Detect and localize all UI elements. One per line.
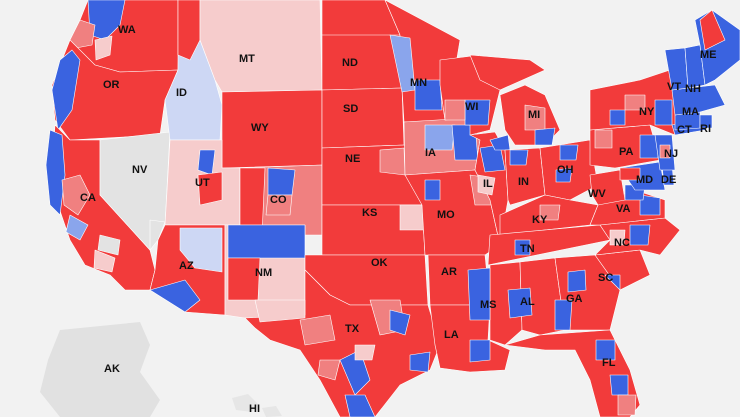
state-oh[interactable]	[539, 139, 599, 201]
label-de: DE	[661, 174, 676, 186]
label-ks: KS	[362, 207, 377, 219]
label-nj: NJ	[664, 148, 678, 160]
state-nd[interactable]	[321, 0, 403, 91]
state-nc[interactable]	[594, 217, 681, 256]
label-in: IN	[518, 176, 529, 188]
state-wv[interactable]	[589, 169, 626, 206]
label-tn: TN	[520, 243, 535, 255]
state-wa[interactable]	[69, 0, 181, 73]
state-or[interactable]	[51, 39, 179, 141]
state-mi[interactable]	[469, 54, 561, 146]
state-in[interactable]	[504, 147, 546, 206]
label-me: ME	[700, 49, 717, 61]
label-nv: NV	[132, 164, 148, 176]
label-id: ID	[176, 87, 187, 99]
label-ok: OK	[371, 257, 388, 269]
state-md[interactable]	[619, 161, 666, 191]
label-ky: KY	[532, 214, 548, 226]
label-ak: AK	[104, 363, 120, 375]
state-me[interactable]	[694, 9, 740, 86]
state-ne[interactable]	[321, 144, 423, 206]
label-nh: NH	[685, 83, 701, 95]
label-al: AL	[520, 296, 535, 308]
label-nm: NM	[255, 267, 272, 279]
state-ia[interactable]	[403, 117, 481, 176]
state-mt[interactable]	[199, 0, 323, 93]
label-az: AZ	[179, 260, 194, 272]
state-az[interactable]	[149, 224, 226, 316]
label-ca: CA	[80, 192, 96, 204]
label-ny: NY	[639, 106, 655, 118]
state-ny[interactable]	[589, 69, 706, 136]
label-ia: IA	[425, 147, 436, 159]
label-mo: MO	[437, 209, 455, 221]
label-ri: RI	[700, 123, 711, 135]
state-va[interactable]	[589, 184, 666, 226]
state-ms[interactable]	[467, 261, 523, 346]
label-mn: MN	[410, 77, 427, 89]
label-il: IL	[483, 178, 493, 190]
label-wa: WA	[118, 24, 136, 36]
hawaii-region	[232, 394, 282, 417]
alaska-region	[40, 322, 160, 417]
state-ut[interactable]	[164, 139, 241, 226]
label-ut: UT	[195, 177, 210, 189]
label-tx: TX	[345, 323, 360, 335]
label-ne: NE	[345, 153, 360, 165]
label-fl: FL	[602, 357, 616, 369]
state-ca[interactable]	[45, 124, 156, 291]
label-ar: AR	[441, 266, 457, 278]
state-ma[interactable]	[671, 84, 726, 116]
label-oh: OH	[557, 164, 574, 176]
state-ri[interactable]	[699, 114, 713, 129]
label-ms: MS	[480, 299, 497, 311]
label-wv: WV	[588, 188, 606, 200]
state-id[interactable]	[164, 0, 223, 141]
label-vt: VT	[667, 81, 681, 93]
state-al[interactable]	[507, 257, 566, 336]
state-nj[interactable]	[654, 134, 676, 171]
state-ks[interactable]	[321, 204, 426, 256]
label-co: CO	[270, 194, 287, 206]
label-pa: PA	[619, 146, 634, 158]
state-fl[interactable]	[504, 329, 641, 417]
label-sc: SC	[598, 272, 613, 284]
state-nm[interactable]	[224, 224, 306, 319]
label-va: VA	[616, 203, 631, 215]
label-mt: MT	[239, 53, 255, 65]
label-la: LA	[444, 329, 459, 341]
label-ma: MA	[682, 106, 699, 118]
state-co[interactable]	[239, 164, 323, 236]
label-md: MD	[636, 174, 653, 186]
state-tx[interactable]	[244, 269, 441, 417]
label-ct: CT	[677, 124, 692, 136]
state-sd[interactable]	[321, 87, 405, 149]
label-wi: WI	[465, 101, 478, 113]
label-hi: HI	[249, 403, 260, 415]
state-labels: WA OR CA NV ID MT WY UT CO AZ NM ND SD N…	[80, 24, 717, 415]
state-mn[interactable]	[384, 0, 461, 123]
label-mi: MI	[528, 109, 540, 121]
label-wy: WY	[251, 122, 269, 134]
state-la[interactable]	[429, 304, 511, 373]
state-wy[interactable]	[221, 89, 323, 169]
label-sd: SD	[343, 103, 358, 115]
label-ga: GA	[566, 293, 583, 305]
label-or: OR	[103, 79, 120, 91]
label-nd: ND	[342, 57, 358, 69]
label-nc: NC	[614, 237, 630, 249]
state-ga[interactable]	[554, 254, 621, 331]
state-ky[interactable]	[499, 194, 599, 236]
